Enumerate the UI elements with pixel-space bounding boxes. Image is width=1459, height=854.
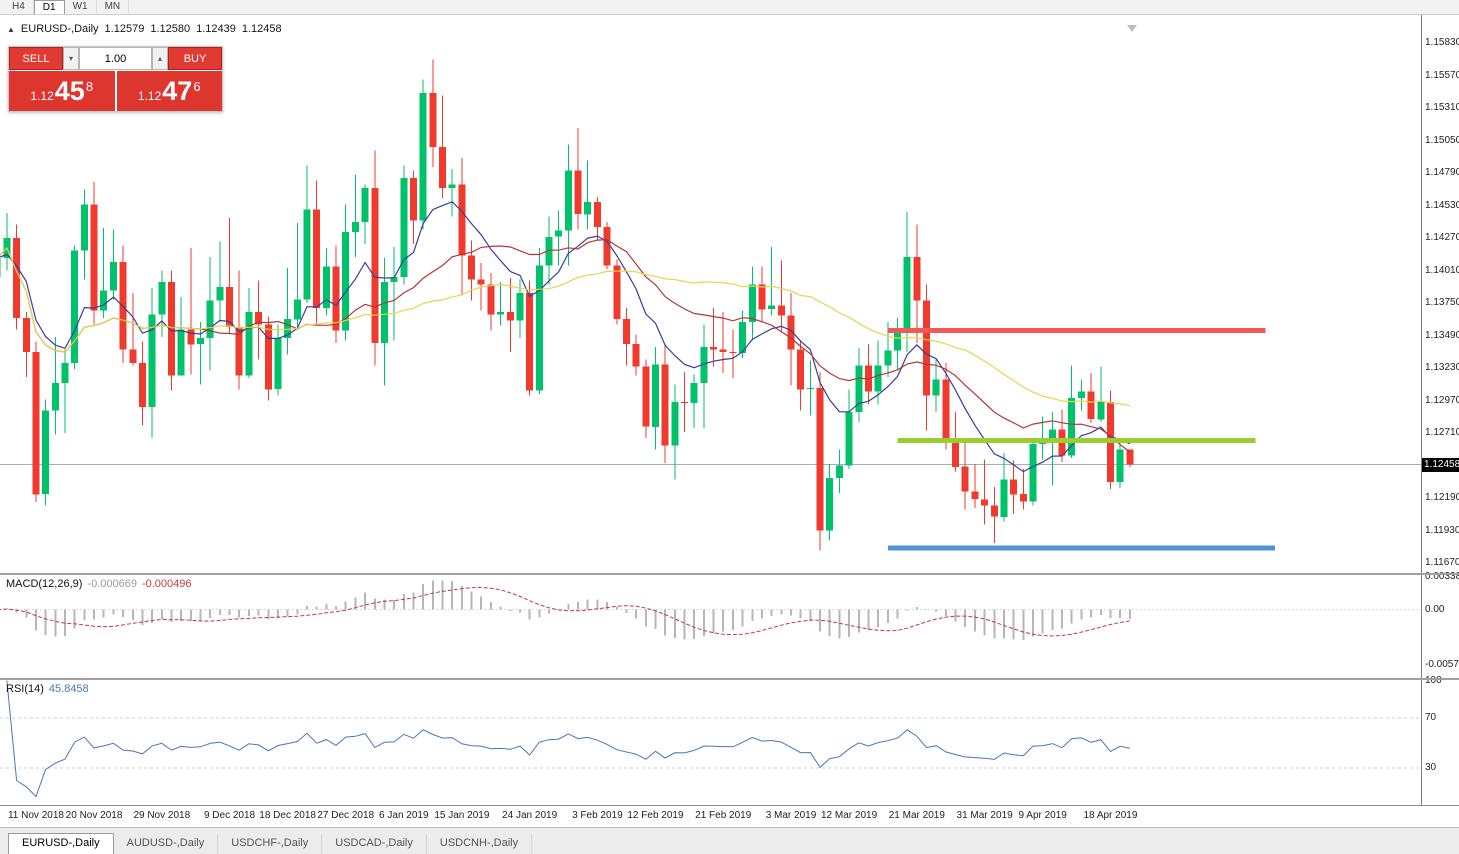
buy-price-box[interactable]: 1.12 47 6 bbox=[114, 71, 222, 111]
buy-button[interactable]: BUY bbox=[168, 47, 222, 70]
ohlc-open-value: 1.12579 bbox=[104, 23, 145, 35]
buy-price-prefix: 1.12 bbox=[137, 89, 162, 103]
ohlc-high-value: 1.12580 bbox=[150, 23, 191, 35]
chart-shift-marker[interactable] bbox=[1127, 25, 1137, 32]
price-axis-label: 1.14790 bbox=[1425, 167, 1459, 178]
sell-price-box[interactable]: 1.12 45 8 bbox=[9, 71, 115, 111]
volume-input[interactable] bbox=[79, 47, 152, 70]
time-axis-label: 9 Apr 2019 bbox=[1018, 810, 1067, 821]
rsi-panel-splitter[interactable] bbox=[0, 678, 1459, 680]
price-axis-label: 1.14010 bbox=[1425, 264, 1459, 276]
trade-panel-prices: 1.12 45 8 1.12 47 6 bbox=[9, 70, 222, 111]
ohlc-low-value: 1.12439 bbox=[196, 23, 236, 35]
collapse-trade-panel-icon[interactable]: ▲ bbox=[7, 24, 15, 34]
time-axis-label: 21 Mar 2019 bbox=[888, 810, 945, 821]
chart-tabs-bar: EURUSD-,Daily AUDUSD-,Daily USDCHF-,Dail… bbox=[0, 827, 1459, 854]
rsi-value: 45.8458 bbox=[48, 683, 89, 695]
tab-chart-usdcad-daily[interactable]: USDCAD-,Daily bbox=[322, 834, 427, 854]
time-axis-label: 12 Feb 2019 bbox=[627, 810, 684, 821]
price-axis-label: 1.13490 bbox=[1425, 329, 1459, 341]
macd-signal-value: -0.000496 bbox=[141, 578, 192, 590]
current-price-badge: 1.12458 bbox=[1422, 457, 1459, 472]
time-axis[interactable]: 11 Nov 2018 20 Nov 2018 29 Nov 2018 9 Dec 2… bbox=[0, 805, 1459, 827]
sell-price-prefix: 1.12 bbox=[30, 89, 54, 103]
tab-timeframe-mn[interactable]: MN bbox=[97, 0, 130, 14]
macd-axis-label: -0.00574 bbox=[1425, 659, 1459, 670]
timeframe-toolbar: H4 D1 W1 MN bbox=[0, 0, 1459, 15]
tab-timeframe-d1[interactable]: D1 bbox=[33, 0, 65, 14]
sell-button[interactable]: SELL bbox=[9, 47, 63, 70]
ohlc-close-value: 1.12458 bbox=[241, 23, 282, 35]
price-axis[interactable]: 1.12458 1.15830 1.15570 1.15310 1.15050 1.14… bbox=[1421, 15, 1459, 805]
macd-axis-label: 0.003386 bbox=[1425, 571, 1459, 582]
rsi-axis-label: 70 bbox=[1425, 712, 1437, 723]
tab-chart-usdcnh-daily[interactable]: USDCNH-,Daily bbox=[427, 834, 533, 854]
price-axis-label: 1.15050 bbox=[1425, 134, 1459, 146]
time-axis-label: 12 Mar 2019 bbox=[821, 810, 878, 821]
price-axis-label: 1.14530 bbox=[1425, 199, 1459, 211]
sell-price-point: 8 bbox=[85, 79, 94, 94]
time-axis-label: 11 Nov 2018 bbox=[7, 810, 64, 821]
macd-indicator-label: MACD(12,26,9) -0.000669 -0.000496 bbox=[6, 578, 192, 590]
price-axis-label: 1.15310 bbox=[1425, 102, 1459, 113]
tab-timeframe-w1[interactable]: W1 bbox=[65, 0, 97, 14]
buy-price-point: 6 bbox=[193, 79, 201, 94]
macd-main-value: -0.000669 bbox=[87, 578, 137, 590]
macd-axis-label: 0.00 bbox=[1425, 603, 1445, 615]
time-axis-label: 21 Feb 2019 bbox=[695, 810, 752, 821]
price-axis-label: 1.12710 bbox=[1425, 427, 1459, 438]
time-axis-label: 9 Dec 2018 bbox=[203, 810, 256, 821]
time-axis-label: 15 Jan 2019 bbox=[434, 810, 490, 821]
price-axis-label: 1.14270 bbox=[1425, 232, 1459, 243]
tab-chart-audusd-daily[interactable]: AUDUSD-,Daily bbox=[114, 834, 219, 854]
price-axis-label: 1.15570 bbox=[1425, 69, 1459, 81]
time-axis-label: 27 Dec 2018 bbox=[317, 810, 375, 821]
tab-chart-eurusd-daily[interactable]: EURUSD-,Daily bbox=[8, 833, 114, 854]
rsi-title: RSI(14) bbox=[6, 683, 44, 695]
rsi-axis-label: 30 bbox=[1425, 762, 1437, 773]
tab-chart-usdchf-daily[interactable]: USDCHF-,Daily bbox=[218, 834, 323, 854]
time-axis-label: 24 Jan 2019 bbox=[502, 810, 558, 821]
buy-price-pips: 47 bbox=[162, 76, 193, 106]
rsi-axis-label: 100 bbox=[1425, 674, 1442, 686]
rsi-indicator-label: RSI(14) 45.8458 bbox=[6, 683, 89, 695]
price-axis-label: 1.11930 bbox=[1425, 524, 1459, 536]
time-axis-label: 6 Jan 2019 bbox=[379, 810, 429, 821]
price-axis-label: 1.13230 bbox=[1425, 362, 1459, 373]
time-axis-label: 18 Apr 2019 bbox=[1083, 810, 1138, 821]
symbol-label: EURUSD-,Daily bbox=[20, 23, 99, 35]
sell-price-pips: 45 bbox=[54, 76, 85, 106]
time-axis-label: 18 Dec 2018 bbox=[259, 810, 316, 821]
time-axis-label: 3 Mar 2019 bbox=[765, 810, 817, 821]
trade-panel-controls: SELL ▾ ▴ BUY bbox=[9, 47, 222, 70]
chart-title-row: ▲ EURUSD-,Daily 1.12579 1.12580 1.12439 … bbox=[7, 23, 282, 35]
price-axis-label: 1.12970 bbox=[1425, 394, 1459, 406]
tab-timeframe-h4[interactable]: H4 bbox=[4, 0, 34, 14]
time-axis-label: 31 Mar 2019 bbox=[956, 810, 1013, 821]
time-axis-label: 3 Feb 2019 bbox=[572, 810, 623, 821]
macd-panel-splitter[interactable] bbox=[0, 573, 1459, 575]
time-axis-label: 29 Nov 2018 bbox=[133, 810, 191, 821]
price-axis-label: 1.13750 bbox=[1425, 297, 1459, 308]
time-axis-label: 20 Nov 2018 bbox=[65, 810, 123, 821]
price-axis-label: 1.12190 bbox=[1425, 492, 1459, 503]
price-axis-label: 1.15830 bbox=[1425, 37, 1459, 48]
volume-spinner-icon[interactable]: ▴ bbox=[152, 47, 168, 70]
macd-title: MACD(12,26,9) bbox=[6, 578, 83, 590]
price-axis-label: 1.11670 bbox=[1425, 557, 1459, 568]
volume-dropdown-icon[interactable]: ▾ bbox=[63, 47, 79, 70]
